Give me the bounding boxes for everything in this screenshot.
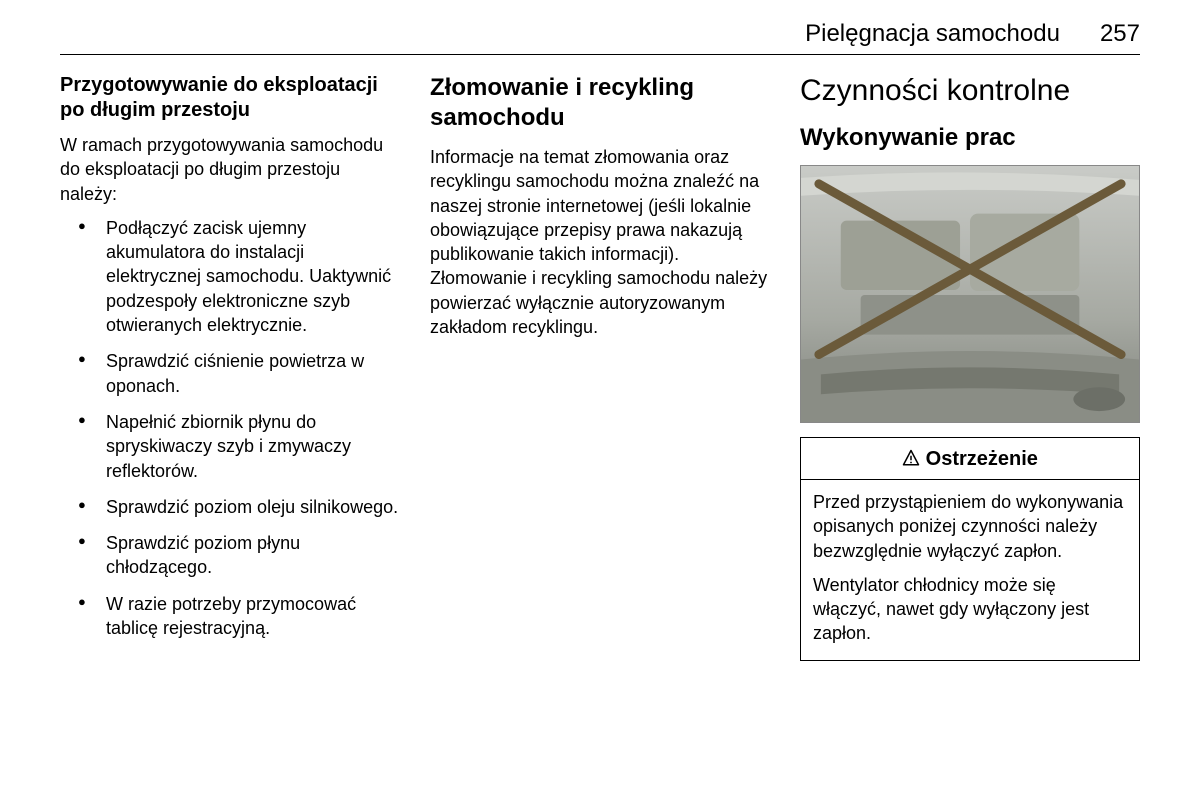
col1-heading: Przygotowywanie do eksploatacji po długi… (60, 73, 400, 123)
page-number: 257 (1100, 20, 1140, 48)
manual-page: Pielęgnacja samochodu 257 Przygotowywani… (0, 0, 1200, 802)
page-header: Pielęgnacja samochodu 257 (60, 20, 1140, 55)
warning-box: Ostrzeżenie Przed przystąpieniem do wyko… (800, 437, 1140, 661)
col2-heading: Złomowanie i recykling samochodu (430, 73, 770, 133)
list-item: Napełnić zbiornik płynu do spryskiwaczy … (106, 410, 400, 483)
engine-svg (801, 166, 1139, 422)
list-item: Podłączyć zacisk ujemny akumulatora do i… (106, 216, 400, 337)
list-item: Sprawdzić poziom oleju silnikowego. (106, 495, 400, 519)
list-item: Sprawdzić ciśnienie powietrza w oponach. (106, 349, 400, 398)
column-3: Czynności kontrolne Wykonywanie prac (800, 73, 1140, 763)
col1-intro: W ramach przygotowywania samochodu do ek… (60, 133, 400, 206)
warning-p2: Wentylator chłodnicy może się włączyć, n… (813, 573, 1127, 646)
warning-p1: Przed przystąpieniem do wykonywania opis… (813, 490, 1127, 563)
column-1: Przygotowywanie do eksploatacji po długi… (60, 73, 400, 763)
warning-icon (902, 448, 926, 470)
col1-bullet-list: Podłączyć zacisk ujemny akumulatora do i… (60, 216, 400, 640)
warning-label: Ostrzeżenie (926, 448, 1038, 470)
engine-bay-illustration (800, 165, 1140, 423)
list-item: W razie potrzeby przymocować tablicę rej… (106, 592, 400, 641)
list-item: Sprawdzić poziom płynu chłodzącego. (106, 531, 400, 580)
section-title: Pielęgnacja samochodu (805, 20, 1060, 48)
warning-title: Ostrzeżenie (801, 438, 1139, 480)
content-columns: Przygotowywanie do eksploatacji po długi… (60, 73, 1140, 763)
col2-body: Informacje na temat złomowania oraz recy… (430, 145, 770, 339)
col3-sub-heading: Wykonywanie prac (800, 123, 1140, 153)
col3-main-heading: Czynności kontrolne (800, 73, 1140, 109)
column-2: Złomowanie i recykling samochodu Informa… (430, 73, 770, 763)
warning-body: Przed przystąpieniem do wykonywania opis… (801, 480, 1139, 660)
